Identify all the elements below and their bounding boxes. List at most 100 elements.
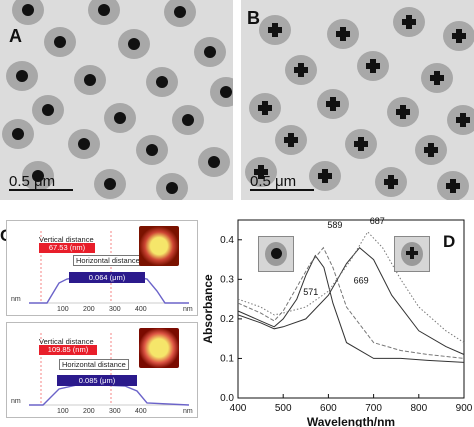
afm-profile-top: Vertical distance 67.53 (nm) Horizontal …: [6, 220, 198, 316]
particle-core: [156, 76, 168, 88]
vertical-distance-value-bottom: 109.85 (nm): [39, 345, 97, 355]
particle-core: [284, 133, 298, 147]
particle-core: [104, 178, 116, 190]
particle-core: [42, 104, 54, 116]
particle-core: [366, 59, 380, 73]
peak-label-589: 589: [327, 220, 342, 230]
particle-core: [12, 128, 24, 140]
plot-frame: [237, 219, 465, 399]
tem-panel-a: A 0.5 μm: [0, 0, 233, 200]
particle-core: [98, 4, 110, 16]
unit-right-top: nm: [183, 306, 193, 313]
inset-tem-left: [258, 236, 294, 272]
particle-core: [456, 113, 470, 127]
spectra-panel-d: 400 500 600 700 800 900 0.0 0.1 0.2 0.3 0.4 Wavelen…: [200, 206, 474, 427]
particle-core: [354, 137, 368, 151]
y-tick-label: 0.2: [220, 314, 234, 325]
particle-core: [384, 175, 398, 189]
particle-core: [146, 144, 158, 156]
panel-label-a: A: [9, 26, 22, 46]
x-tick-label: 500: [275, 403, 292, 414]
x-tick-label: 800: [410, 403, 427, 414]
particle-core: [452, 29, 466, 43]
particle-core: [22, 4, 34, 16]
particle-core: [430, 71, 444, 85]
particle-core: [220, 86, 232, 98]
tick-300-bottom: 300: [109, 408, 121, 415]
afm-thumbnail-bottom: [139, 328, 179, 368]
x-axis-label: Wavelength/nm: [307, 415, 395, 427]
particle-core: [424, 143, 438, 157]
scale-text-a: 0.5 μm: [9, 173, 56, 190]
series-line-4: [237, 231, 465, 344]
scale-bar-b: [250, 189, 314, 191]
particle-core: [318, 169, 332, 183]
nanoparticle-core-icon: [271, 248, 282, 259]
horizontal-distance-value-bottom: 0.085 (μm): [57, 375, 137, 386]
particle-core: [396, 105, 410, 119]
peak-label-571: 571: [303, 287, 318, 297]
y-tick-label: 0.3: [220, 274, 234, 285]
tick-200-bottom: 200: [83, 408, 95, 415]
tick-400-top: 400: [135, 306, 147, 313]
x-tick-label: 600: [320, 403, 337, 414]
afm-panel-c: C Vertical distance 67.53 (nm) Horizonta…: [0, 212, 200, 422]
particle-core: [402, 15, 416, 29]
particle-core: [204, 46, 216, 58]
particle-core: [78, 138, 90, 150]
tem-image-a: [0, 0, 233, 200]
y-axis-label: Absorbance: [201, 274, 215, 344]
y-tick-label: 0.4: [220, 235, 234, 246]
x-tick-label: 400: [230, 403, 247, 414]
tick-200-top: 200: [83, 306, 95, 313]
particle-core: [326, 97, 340, 111]
panel-label-d: D: [443, 232, 456, 251]
tick-100-top: 100: [57, 306, 69, 313]
unit-right-bottom: nm: [183, 408, 193, 415]
particle-core: [254, 165, 268, 179]
series-line-3: [237, 246, 465, 355]
tick-300-top: 300: [109, 306, 121, 313]
x-tick-label: 700: [365, 403, 382, 414]
particle-core: [258, 101, 272, 115]
particle-core: [336, 27, 350, 41]
particle-core: [208, 156, 220, 168]
particle-core: [166, 182, 178, 194]
particle-core: [294, 63, 308, 77]
particle-core: [128, 38, 140, 50]
scale-bar-a: [9, 189, 73, 191]
particle-core: [54, 36, 66, 48]
y-tick-label: 0.0: [220, 393, 234, 404]
particle-core: [114, 112, 126, 124]
vertical-distance-label-bottom: Vertical distance: [39, 337, 94, 346]
tem-panel-b: B 0.5 μm: [241, 0, 474, 200]
particle-core: [182, 114, 194, 126]
tick-400-bottom: 400: [135, 408, 147, 415]
scale-text-b: 0.5 μm: [250, 173, 297, 190]
particle-core: [84, 74, 96, 86]
afm-profile-bottom: Vertical distance 109.85 (nm) Horizontal…: [6, 322, 198, 418]
horizontal-distance-label-bottom: Horizontal distance: [59, 359, 129, 370]
unit-left-bottom: nm: [11, 398, 21, 405]
horizontal-distance-value-top: 0.064 (μm): [69, 272, 145, 283]
tick-100-bottom: 100: [57, 408, 69, 415]
particle-core: [268, 23, 282, 37]
afm-thumbnail-top: [139, 226, 179, 266]
particle-core: [446, 179, 460, 193]
vertical-distance-value-top: 67.53 (nm): [39, 243, 95, 253]
particle-core: [32, 170, 44, 182]
absorbance-chart: 400 500 600 700 800 900 0.0 0.1 0.2 0.3 0.4 Wavelen…: [201, 216, 473, 427]
y-tick-label: 0.1: [220, 353, 234, 364]
horizontal-distance-label-top: Horizontal distance: [73, 255, 143, 266]
x-tick-label: 900: [456, 403, 473, 414]
particle-core: [174, 6, 186, 18]
particle-core: [16, 70, 28, 82]
peak-label-687: 687: [370, 216, 385, 226]
inset-tem-right: [394, 236, 430, 272]
vertical-distance-label-top: Vertical distance: [39, 235, 94, 244]
nanoparticle-cross-icon: [406, 247, 418, 259]
unit-left-top: nm: [11, 296, 21, 303]
tem-image-b: [241, 0, 474, 200]
panel-label-b: B: [247, 8, 260, 28]
peak-label-669: 669: [354, 275, 369, 285]
